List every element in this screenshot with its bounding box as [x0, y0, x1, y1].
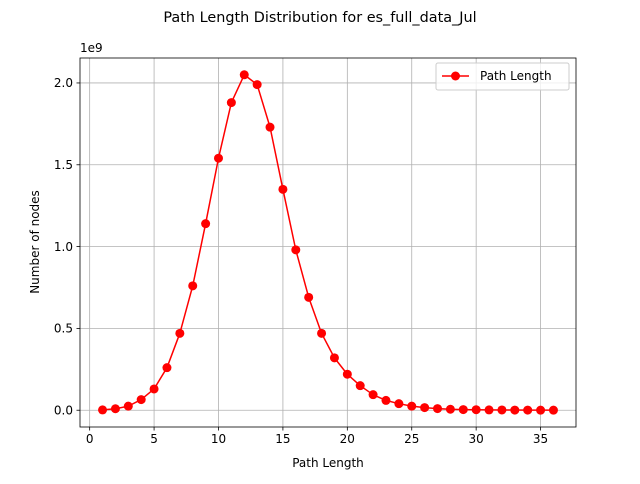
data-point: [433, 404, 443, 414]
x-axis-label: Path Length: [292, 456, 364, 470]
data-point: [523, 405, 533, 415]
y-tick-label: 0.5: [54, 322, 73, 336]
data-point: [226, 98, 236, 108]
data-point: [536, 405, 546, 415]
data-point: [445, 404, 455, 414]
series-line: [102, 74, 554, 411]
data-point: [484, 405, 494, 415]
data-point: [317, 328, 327, 338]
data-point: [175, 328, 185, 338]
data-point: [149, 384, 159, 394]
data-point: [381, 395, 391, 405]
y-axis-label: Number of nodes: [28, 190, 42, 294]
data-point: [471, 405, 481, 415]
axes: 0 5 10 15 20 25 30 35 0.0 0.5 1.0 1.5 2.0: [54, 57, 577, 446]
data-point: [510, 405, 520, 415]
data-point: [368, 390, 378, 400]
data-point: [110, 404, 120, 414]
data-point: [355, 381, 365, 391]
data-point: [394, 399, 404, 409]
x-tick-label: 5: [150, 432, 158, 446]
series-layer: [98, 70, 558, 415]
data-point: [201, 219, 211, 229]
data-point: [407, 401, 417, 411]
data-point: [252, 80, 262, 90]
y-tick-label: 1.0: [54, 240, 73, 254]
y-offset-label: 1e9: [80, 41, 103, 55]
data-point: [342, 369, 352, 379]
data-point: [265, 122, 275, 132]
x-tick-label: 15: [275, 432, 290, 446]
y-tick-label: 1.5: [54, 158, 73, 172]
y-tick-label: 0.0: [54, 403, 73, 417]
x-tick-label: 25: [404, 432, 419, 446]
data-point: [239, 70, 249, 80]
plot-frame: [79, 57, 577, 428]
x-tick-label: 35: [533, 432, 548, 446]
data-point: [304, 292, 314, 302]
data-point: [329, 353, 339, 363]
data-point: [420, 403, 430, 413]
x-tick-label: 0: [86, 432, 94, 446]
data-point: [497, 405, 507, 415]
chart-title: Path Length Distribution for es_full_dat…: [163, 10, 476, 26]
legend: Path Length: [435, 62, 570, 91]
data-point: [98, 405, 108, 415]
data-point: [458, 405, 468, 415]
x-tick-label: 20: [340, 432, 355, 446]
data-point: [162, 363, 172, 373]
data-point: [123, 401, 133, 411]
legend-box: [435, 62, 570, 91]
legend-label: Path Length: [480, 69, 552, 83]
data-point: [548, 405, 558, 415]
x-tick-label: 30: [469, 432, 484, 446]
data-point: [291, 245, 301, 255]
y-tick-label: 2.0: [54, 76, 73, 90]
data-point: [136, 395, 146, 405]
data-point: [213, 153, 223, 163]
data-point: [188, 281, 198, 291]
data-point: [278, 184, 288, 194]
legend-marker-swatch: [451, 71, 460, 81]
x-tick-label: 10: [211, 432, 226, 446]
grid-lines: [80, 58, 576, 427]
